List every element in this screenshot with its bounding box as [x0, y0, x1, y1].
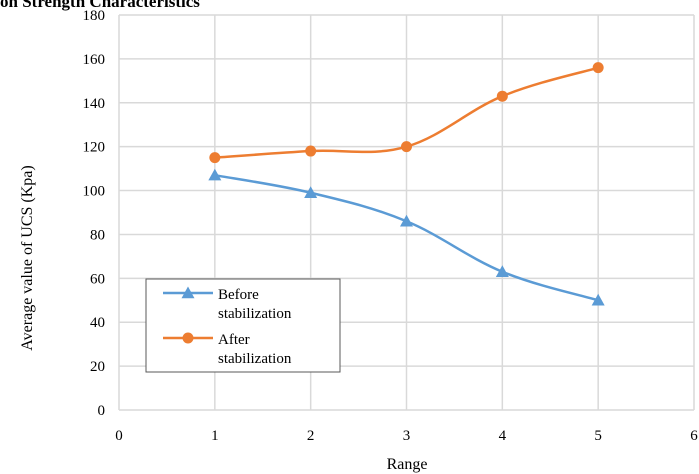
legend-swatch-marker — [181, 286, 195, 299]
legend-swatch-marker — [182, 332, 194, 344]
chart-title: on Strength Characteristics — [0, 0, 200, 11]
legend-item: Before stabilization — [163, 286, 292, 322]
data-point — [592, 62, 604, 74]
x-tick-label: 5 — [594, 428, 602, 444]
y-tick-label: 40 — [90, 315, 105, 331]
y-tick-label: 0 — [98, 403, 106, 419]
x-tick-label: 2 — [307, 428, 315, 444]
data-point — [400, 214, 413, 227]
x-tick-label: 6 — [690, 428, 698, 444]
data-point — [209, 152, 221, 164]
y-tick-label: 180 — [83, 8, 106, 24]
y-tick-label: 60 — [90, 271, 105, 287]
x-tick-label: 0 — [115, 428, 123, 444]
legend-label: stabilization — [218, 306, 292, 322]
y-tick-label: 160 — [83, 52, 106, 68]
axes: 0 20 40 60 80 100 120 140 160 180 0 1 2 3 4 5 6 — [83, 8, 699, 444]
data-point — [591, 293, 605, 306]
data-point — [304, 186, 318, 198]
y-tick-label: 100 — [83, 184, 106, 200]
legend-box — [145, 278, 341, 373]
y-tick-label: 20 — [90, 359, 105, 375]
data-point — [495, 265, 509, 277]
legend: Before stabilization After stabilization — [145, 278, 341, 373]
series — [208, 62, 605, 306]
x-tick-label: 4 — [499, 428, 507, 444]
x-axis-label: Range — [387, 456, 428, 473]
legend-label: After — [218, 332, 250, 348]
y-tick-label: 80 — [90, 227, 105, 243]
data-point — [401, 141, 412, 153]
data-point — [496, 90, 508, 102]
legend-label: Before — [218, 287, 259, 303]
series-1 — [208, 168, 605, 306]
x-tick-label: 1 — [211, 428, 219, 444]
y-tick-label: 140 — [83, 96, 106, 112]
x-tick-label: 3 — [403, 428, 411, 444]
y-axis-label: Average value of UCS (Kpa) — [19, 165, 36, 350]
data-point — [208, 168, 222, 181]
series-2 — [209, 62, 604, 164]
legend-item: After stabilization — [163, 332, 292, 367]
y-tick-label: 120 — [83, 140, 106, 156]
data-point — [305, 145, 317, 157]
legend-label: stabilization — [218, 351, 292, 367]
